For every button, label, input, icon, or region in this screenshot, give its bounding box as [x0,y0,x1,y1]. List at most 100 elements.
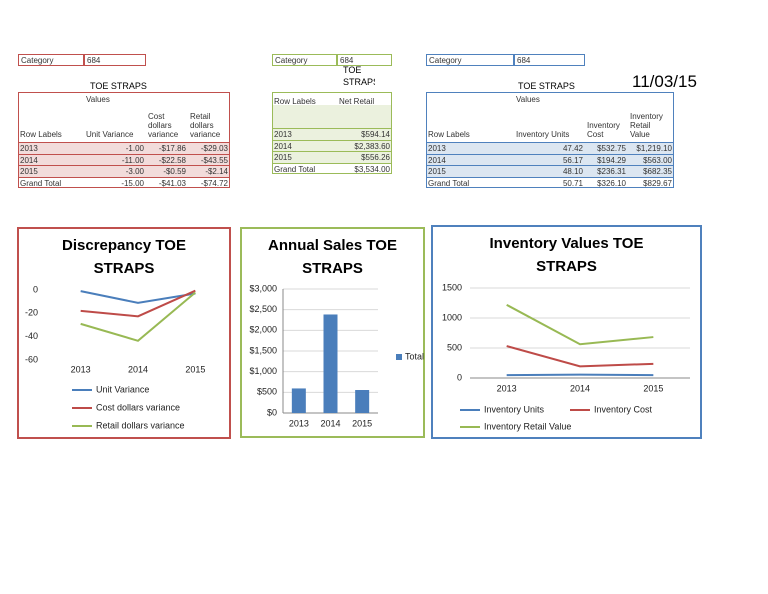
table-cell: $326.10 [597,178,626,188]
table-cell: -$74.72 [200,178,228,188]
table-row [19,176,229,189]
table-cell: -$0.59 [163,167,186,176]
table-cell: Grand Total [428,178,470,188]
table-cell: $594.14 [361,130,390,139]
legend-label: Cost dollars variance [96,402,180,412]
table-row [427,142,673,154]
x-tick-label: 2014 [128,364,148,374]
category-value: 684 [337,54,392,66]
x-tick-label: 2015 [185,364,205,374]
y-tick-label: $2,000 [249,325,277,335]
category-label: Category [426,54,514,66]
column-header: Row Labels [20,130,62,139]
chart-title: Annual Sales TOE STRAPS [268,237,397,277]
column-header: Inventory Units [516,130,570,139]
y-tick-label: $1,000 [249,366,277,376]
y-tick-label: -20 [25,308,38,318]
x-tick-label: 2014 [570,383,590,393]
header-fill [273,105,391,128]
category-label: Category [18,54,84,66]
table-cell: 2014 [274,141,292,151]
table-cell: 50.71 [562,178,583,188]
table-frame [18,92,230,188]
legend-swatch [396,354,402,360]
column-header: Row Labels [428,130,470,139]
x-tick-label: 2013 [497,383,517,393]
series-line [506,345,654,368]
table-cell: 48.10 [562,167,583,176]
table-cell: -1.00 [125,144,144,153]
y-tick-label: $500 [257,387,277,397]
bar [323,314,338,413]
table-cell: $563.00 [643,155,672,165]
table-cell: 47.42 [562,144,583,153]
table-row [427,153,673,165]
table-title: TOE STRAPS [518,81,575,91]
table-cell: 56.17 [562,155,583,165]
column-header: Inventory Retail Value [630,112,663,139]
column-header: Inventory Cost [587,121,620,139]
bar [355,390,370,413]
legend-label: Inventory Retail Value [484,421,571,431]
table-cell: 2013 [20,144,38,153]
column-header: Cost dollars variance [148,112,179,139]
category-value: 684 [84,54,146,66]
table-row [19,142,229,154]
table-cell: -$41.03 [158,178,186,188]
table-cell: -$43.55 [200,155,228,165]
table-cell: $829.67 [643,178,672,188]
x-tick-label: 2014 [320,418,340,428]
y-tick-label: 1500 [442,282,462,292]
y-tick-label: $1,500 [249,345,277,355]
table-cell: $194.29 [597,155,626,165]
column-header: Net Retail [339,97,375,106]
x-tick-label: 2015 [643,383,663,393]
series-line [506,373,654,377]
table-cell: 2015 [20,167,38,176]
table-cell: $236.31 [597,167,626,176]
x-tick-label: 2013 [71,364,91,374]
chart-title: Inventory Values TOE STRAPS [489,235,644,275]
table-row [427,165,673,177]
series-line [80,289,196,318]
table-cell: -$17.86 [158,144,186,153]
table-cell: -15.00 [121,178,144,188]
table-cell: Grand Total [20,178,62,188]
table-row [273,162,391,175]
chart-frame [17,227,231,439]
series-line [80,290,196,304]
table-cell: Grand Total [274,164,316,174]
table-row [427,176,673,189]
chart-title: Discrepancy TOE STRAPS [62,237,186,277]
category-label: Category [272,54,337,66]
legend-label: Inventory Units [484,404,545,414]
y-tick-label: -40 [25,331,38,341]
date: 11/03/15 [632,72,697,91]
values-label: Values [86,95,110,104]
values-label: Values [516,95,540,104]
x-tick-label: 2015 [352,418,372,428]
table-row [273,151,391,163]
bar [291,388,306,413]
column-header: Retail dollars variance [190,112,221,139]
table-row [19,165,229,177]
column-header: Row Labels [274,97,316,106]
table-title: TOE STRAPS [90,81,147,91]
chart-frame [431,225,702,439]
table-frame [272,92,392,174]
table-cell: $1,219.10 [636,144,672,153]
table-cell: 2013 [274,130,292,139]
table-cell: $556.26 [361,153,390,162]
series-line [80,291,196,342]
table-row [19,153,229,165]
table-row [273,128,391,140]
table-cell: $2,383.60 [354,141,390,151]
table-cell: 2015 [428,167,446,176]
table-cell: $682.35 [643,167,672,176]
y-tick-label: -60 [25,354,38,364]
table-title: TOE STRAPS [343,65,375,87]
legend-label: Inventory Cost [594,404,653,414]
table-cell: 2013 [428,144,446,153]
y-tick-label: 0 [33,284,38,294]
